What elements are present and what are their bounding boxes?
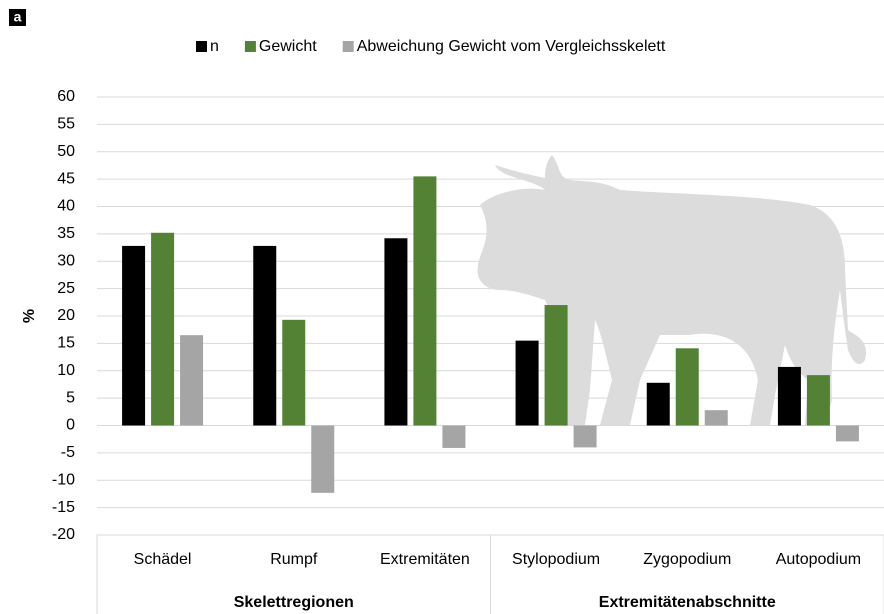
bar: [574, 426, 597, 448]
panel-label: a: [14, 9, 22, 25]
bar: [836, 426, 859, 442]
y-tick-label: 25: [57, 280, 75, 297]
y-axis-title: %: [21, 309, 38, 323]
x-tick-label: Stylopodium: [512, 551, 600, 568]
bar: [413, 176, 436, 425]
y-tick-label: -20: [52, 526, 75, 543]
y-tick-label: 30: [57, 252, 75, 269]
legend-swatch: [343, 41, 354, 52]
y-tick-label: 5: [66, 389, 75, 406]
y-tick-label: 10: [57, 362, 75, 379]
y-tick-label: 40: [57, 198, 75, 215]
y-tick-label: 20: [57, 307, 75, 324]
bar: [647, 383, 670, 426]
bar: [545, 305, 568, 425]
group-label: Extremitätenabschnitte: [599, 594, 776, 611]
bar: [253, 246, 276, 426]
y-tick-label: -5: [61, 444, 75, 461]
y-tick-label: 50: [57, 143, 75, 160]
legend-swatch: [196, 41, 207, 52]
x-tick-label: Autopodium: [776, 551, 861, 568]
bar: [807, 375, 830, 425]
legend-swatch: [245, 41, 256, 52]
bar: [180, 335, 203, 425]
bar: [282, 320, 305, 426]
y-tick-label: 45: [57, 170, 75, 187]
group-label: Skelettregionen: [234, 594, 354, 611]
y-tick-label: 35: [57, 225, 75, 242]
bar: [778, 367, 801, 426]
bar: [311, 426, 334, 493]
y-tick-label: 15: [57, 335, 75, 352]
x-tick-label: Rumpf: [270, 551, 318, 568]
legend-label: n: [210, 38, 219, 55]
y-tick-label: 0: [66, 417, 75, 434]
x-tick-label: Extremitäten: [380, 551, 470, 568]
bar: [705, 410, 728, 425]
bar: [151, 233, 174, 426]
y-tick-label: -15: [52, 499, 75, 516]
bar: [122, 246, 145, 426]
x-tick-label: Schädel: [134, 551, 192, 568]
legend-label: Abweichung Gewicht vom Vergleichsskelett: [357, 38, 666, 55]
bar: [384, 238, 407, 425]
legend-label: Gewicht: [259, 38, 317, 55]
bar: [516, 341, 539, 426]
bar: [442, 426, 465, 448]
chart: a % -20 -15 -10 -5 0 5 10 15 20 25 30 35 40 45 50 55 60 S…: [0, 0, 884, 614]
bar: [676, 348, 699, 425]
x-tick-label: Zygopodium: [643, 551, 731, 568]
y-tick-label: -10: [52, 471, 75, 488]
y-tick-label: 55: [57, 116, 75, 133]
y-tick-label: 60: [57, 88, 75, 105]
